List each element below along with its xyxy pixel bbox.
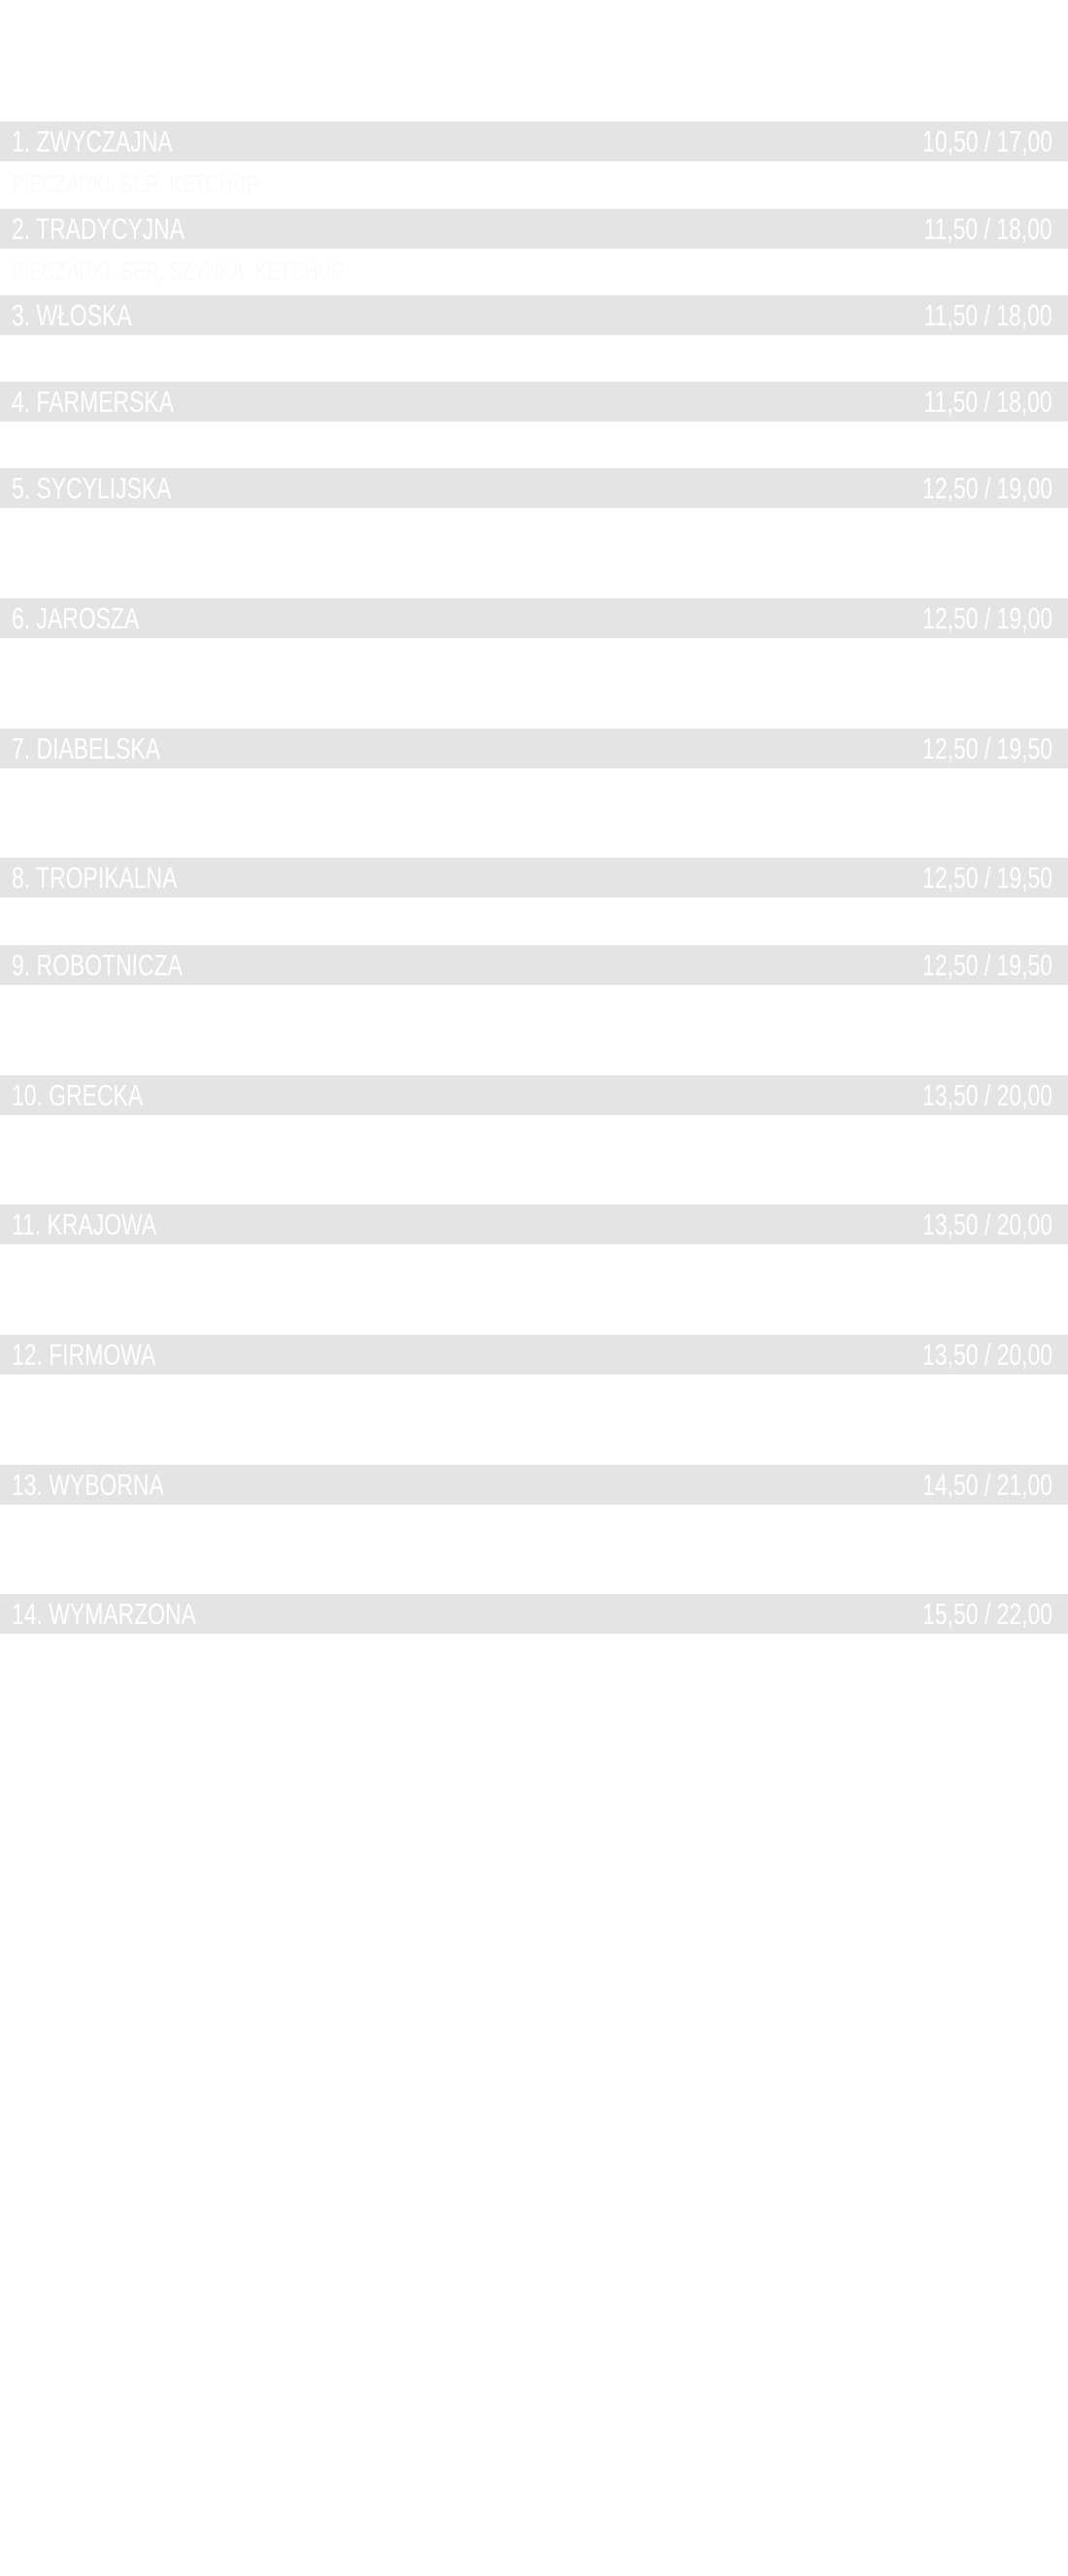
menu-item-name: 2. TRADYCYJNA [12,212,185,246]
menu-item-name: 8. TROPIKALNA [12,861,178,895]
menu-item-header: 2. TRADYCYJNA 11,50 / 18,00 [0,209,1068,249]
menu-item-name: 13. WYBORNA [12,1468,164,1502]
menu-item-header: 12. FIRMOWA 13,50 / 20,00 [0,1335,1068,1374]
menu-item-header: 10. GRECKA 13,50 / 20,00 [0,1075,1068,1115]
menu-item-header: 5. SYCYLIJSKA 12,50 / 19,00 [0,468,1068,508]
menu-item-description: PIECZARKI, SER, SZYNKA, KETCHUP [12,256,345,286]
menu-item-header: 4. FARMERSKA 11,50 / 18,00 [0,382,1068,422]
menu-item-price: 15,50 / 22,00 [922,1597,1052,1631]
menu-item-price: 12,50 / 19,50 [922,731,1052,765]
menu-item-name: 5. SYCYLIJSKA [12,471,172,505]
menu-item-price: 11,50 / 18,00 [923,385,1052,419]
menu-item-price: 13,50 / 20,00 [922,1338,1052,1372]
menu-item-price: 13,50 / 20,00 [922,1078,1052,1112]
menu-item-name: 9. ROBOTNICZA [12,948,183,982]
menu-item-name: 3. WŁOSKA [12,298,132,332]
menu-item-header: 13. WYBORNA 14,50 / 21,00 [0,1465,1068,1505]
menu-item-name: 12. FIRMOWA [12,1338,156,1372]
menu-item-price: 11,50 / 18,00 [923,212,1052,246]
menu-item-name: 10. GRECKA [12,1078,144,1112]
menu-item-header: 6. JAROSZA 12,50 / 19,00 [0,598,1068,638]
menu-item-description: PIECZARKI, SER, KETCHUP [12,169,259,198]
menu-item-name: 11. KRAJOWA [12,1207,157,1241]
menu-item-header: 14. WYMARZONA 15,50 / 22,00 [0,1594,1068,1634]
menu-item-price: 11,50 / 18,00 [923,298,1052,332]
menu-item-price: 13,50 / 20,00 [922,1207,1052,1241]
menu-item-name: 1. ZWYCZAJNA [12,124,173,158]
menu-item-header: 1. ZWYCZAJNA 10,50 / 17,00 [0,121,1068,161]
menu-item-name: 4. FARMERSKA [12,385,175,419]
menu-item-price: 14,50 / 21,00 [922,1468,1052,1502]
menu-item-name: 14. WYMARZONA [12,1597,196,1631]
menu-item-name: 7. DIABELSKA [12,731,161,765]
menu-item-header: 11. KRAJOWA 13,50 / 20,00 [0,1204,1068,1244]
menu-item-header: 8. TROPIKALNA 12,50 / 19,50 [0,858,1068,898]
menu-item-header: 9. ROBOTNICZA 12,50 / 19,50 [0,945,1068,985]
menu-item-price: 12,50 / 19,00 [922,471,1052,505]
menu-item-price: 10,50 / 17,00 [922,124,1052,158]
menu-item-name: 6. JAROSZA [12,601,140,635]
menu-item-price: 12,50 / 19,50 [922,948,1052,982]
menu-item-header: 3. WŁOSKA 11,50 / 18,00 [0,295,1068,335]
menu-item-price: 12,50 / 19,50 [922,861,1052,895]
menu-item-header: 7. DIABELSKA 12,50 / 19,50 [0,729,1068,768]
menu-item-price: 12,50 / 19,00 [922,601,1052,635]
